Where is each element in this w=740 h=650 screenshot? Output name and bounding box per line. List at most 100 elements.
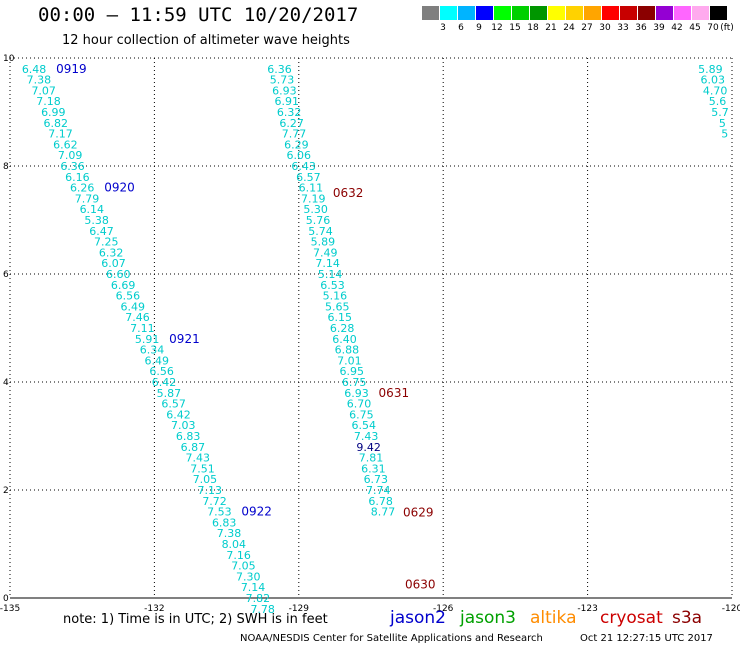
scale-swatch [512, 6, 530, 20]
swh-value: 7.72 [202, 495, 227, 508]
swh-value: 6.73 [364, 473, 389, 486]
swh-value: 7.07 [31, 84, 56, 97]
time-label: 0632 [333, 186, 364, 200]
swh-value: 6.47 [89, 225, 114, 238]
swh-value: 7.18 [36, 95, 61, 108]
swh-value: 6.87 [181, 441, 206, 454]
swh-value: 6.40 [332, 333, 357, 346]
swh-value: 7.77 [282, 128, 307, 141]
swh-value: 7.82 [246, 592, 271, 605]
scale-swatch [440, 6, 458, 20]
swh-value: 6.75 [349, 408, 374, 421]
swh-value: 6.93 [344, 387, 369, 400]
swh-value: 6.03 [700, 74, 725, 87]
scale-label: 6 [458, 23, 464, 33]
swh-value: 6.26 [70, 182, 95, 195]
swh-value: 5.74 [308, 225, 333, 238]
swh-value: 7.51 [190, 462, 215, 475]
swh-value: 7.05 [231, 560, 256, 573]
swh-value: 6.42 [152, 376, 177, 389]
swh-value: 5.38 [84, 214, 109, 227]
swh-value: 5.73 [270, 74, 295, 87]
swh-value: 6.75 [342, 376, 367, 389]
swh-value: 6.14 [80, 203, 105, 216]
scale-label: 30 [599, 23, 611, 33]
swh-value: 6.93 [272, 84, 297, 97]
scale-swatch [476, 6, 494, 20]
swh-value: 6.36 [267, 63, 292, 76]
x-tick-label: -135 [0, 604, 20, 614]
swh-value: 5.87 [157, 387, 182, 400]
y-tick-label: 4 [3, 378, 9, 388]
swh-value: 6.49 [145, 354, 170, 367]
swh-value: 6.11 [299, 182, 324, 195]
time-label: 0920 [104, 181, 135, 195]
swh-value: 7.11 [130, 322, 155, 335]
swh-value: 7.19 [301, 192, 326, 205]
chart-subtitle: 12 hour collection of altimeter wave hei… [62, 33, 350, 48]
swh-value: 6.82 [43, 117, 68, 130]
y-tick-label: 10 [3, 54, 15, 64]
swh-value: 6.57 [296, 171, 321, 184]
swh-value: 6.27 [279, 117, 304, 130]
swh-value: 6.28 [330, 322, 355, 335]
swh-value: 5 [719, 117, 726, 130]
scale-swatch [656, 6, 674, 20]
scale-label: 12 [491, 23, 503, 33]
scale-label: 24 [563, 23, 575, 33]
swh-value: 5.7 [711, 106, 729, 119]
time-label: 0631 [379, 386, 410, 400]
scale-label: 21 [545, 23, 557, 33]
credit-text: NOAA/NESDIS Center for Satellite Applica… [240, 633, 543, 644]
swh-value: 5.30 [303, 203, 328, 216]
swh-value: 6.07 [101, 257, 126, 270]
scale-swatch [602, 6, 620, 20]
swh-value: 6.32 [277, 106, 302, 119]
time-label: 0922 [241, 505, 272, 519]
swh-value: 5.6 [709, 95, 727, 108]
swh-value: 8.77 [371, 506, 396, 519]
swh-value: 6.43 [291, 160, 316, 173]
swh-value: 6.60 [106, 268, 131, 281]
swh-value: 7.38 [27, 74, 52, 87]
swh-value: 6.56 [149, 365, 174, 378]
swh-value: 7.78 [250, 603, 275, 616]
swh-value: 7.05 [193, 473, 218, 486]
swh-value: 4.70 [703, 84, 728, 97]
swh-value: 7.46 [125, 311, 150, 324]
scale-swatch [458, 6, 476, 20]
swh-value: 7.38 [217, 527, 242, 540]
scale-label: 33 [617, 23, 629, 33]
swh-value: 7.74 [366, 484, 391, 497]
y-tick-label: 6 [3, 270, 9, 280]
swh-value: 7.79 [75, 192, 100, 205]
swh-value: 6.32 [99, 246, 124, 259]
scale-swatch [548, 6, 566, 20]
swh-value: 5.16 [323, 290, 348, 303]
scale-label: 3 [440, 23, 446, 33]
swh-value: 6.69 [111, 279, 136, 292]
scale-label: 45 [689, 23, 701, 33]
swh-value: 7.09 [58, 149, 83, 162]
swh-value: 6.62 [53, 138, 78, 151]
scale-swatch [710, 6, 728, 20]
swh-value: 7.14 [315, 257, 340, 270]
scale-unit: (ft) [720, 23, 734, 33]
x-tick-label: -129 [289, 604, 310, 614]
swh-value: 6.56 [116, 290, 141, 303]
swh-value: 5.89 [698, 63, 723, 76]
swh-value: 5.91 [135, 333, 160, 346]
swh-value: 6.83 [212, 516, 237, 529]
y-tick-label: 0 [3, 594, 9, 604]
scale-label: 70 [707, 23, 719, 33]
swh-value: 7.17 [48, 128, 73, 141]
mission-jason2: jason2 [390, 608, 446, 628]
swh-value: 5.76 [306, 214, 331, 227]
swh-value: 6.88 [335, 344, 360, 357]
swh-value: 5 [721, 128, 728, 141]
swh-value: 7.03 [171, 419, 196, 432]
swh-value: 6.54 [352, 419, 377, 432]
swh-value: 6.34 [140, 344, 165, 357]
